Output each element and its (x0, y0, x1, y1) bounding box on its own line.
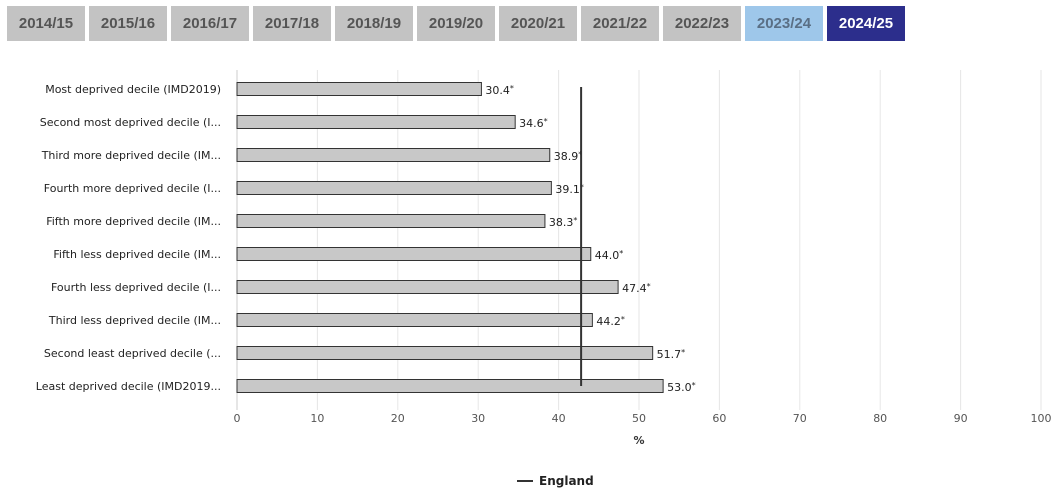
england-legend-line-icon (517, 480, 533, 482)
significance-marker: * (544, 117, 548, 126)
tab-2017-18[interactable]: 2017/18 (253, 6, 331, 41)
value-number: 53.0 (667, 381, 692, 394)
value-label: 53.0* (667, 381, 696, 394)
value-label: 44.2* (596, 315, 625, 328)
tab-2018-19[interactable]: 2018/19 (335, 6, 413, 41)
value-label: 38.3* (549, 216, 578, 229)
significance-marker: * (573, 216, 577, 225)
category-label: Most deprived decile (IMD2019) (45, 83, 221, 96)
x-tick-label: 0 (234, 412, 241, 425)
category-label: Fifth less deprived decile (IM... (53, 248, 221, 261)
value-number: 51.7 (657, 348, 682, 361)
value-label: 38.9* (554, 150, 583, 163)
value-number: 44.0 (595, 249, 620, 262)
value-label: 30.4* (485, 84, 514, 97)
bar[interactable] (236, 346, 654, 360)
tab-2020-21[interactable]: 2020/21 (499, 6, 577, 41)
x-tick-label: 90 (954, 412, 968, 425)
category-label: Fourth more deprived decile (I... (44, 182, 221, 195)
value-number: 34.6 (519, 117, 544, 130)
x-tick-label: 10 (310, 412, 324, 425)
significance-marker: * (619, 249, 623, 258)
x-tick-label: 30 (471, 412, 485, 425)
x-tick-label: 20 (391, 412, 405, 425)
bar[interactable] (236, 247, 592, 261)
value-number: 39.1 (555, 183, 580, 196)
legend-label-england: England (539, 474, 594, 488)
value-label: 44.0* (595, 249, 624, 262)
value-number: 38.3 (549, 216, 574, 229)
bar[interactable] (236, 313, 593, 327)
significance-marker: * (647, 282, 651, 291)
tab-2024-25[interactable]: 2024/25 (827, 6, 905, 41)
tab-2022-23[interactable]: 2022/23 (663, 6, 741, 41)
chart-legend[interactable]: England (517, 474, 594, 488)
bar[interactable] (236, 280, 619, 294)
value-number: 44.2 (596, 315, 621, 328)
significance-marker: * (621, 315, 625, 324)
x-tick-label: 60 (712, 412, 726, 425)
tab-2019-20[interactable]: 2019/20 (417, 6, 495, 41)
value-number: 47.4 (622, 282, 647, 295)
x-tick-label: 70 (793, 412, 807, 425)
category-label: Third more deprived decile (IM... (41, 149, 221, 162)
value-label: 47.4* (622, 282, 651, 295)
significance-marker: * (692, 381, 696, 390)
year-tabs: 2014/15 2015/16 2016/17 2017/18 2018/19 2019/… (7, 6, 909, 41)
value-number: 38.9 (554, 150, 579, 163)
bar[interactable] (236, 82, 482, 96)
bar[interactable] (236, 148, 551, 162)
x-tick-label: 80 (873, 412, 887, 425)
category-label: Fourth less deprived decile (I... (51, 281, 221, 294)
tab-2016-17[interactable]: 2016/17 (171, 6, 249, 41)
x-tick-label: 40 (552, 412, 566, 425)
x-tick-label: 50 (632, 412, 646, 425)
significance-marker: * (681, 348, 685, 357)
category-label: Third less deprived decile (IM... (48, 314, 221, 327)
bar[interactable] (236, 214, 546, 228)
tab-2014-15[interactable]: 2014/15 (7, 6, 85, 41)
bar[interactable] (236, 379, 664, 393)
significance-marker: * (510, 84, 514, 93)
bar[interactable] (236, 115, 516, 129)
value-label: 51.7* (657, 348, 686, 361)
tab-2015-16[interactable]: 2015/16 (89, 6, 167, 41)
category-label: Fifth more deprived decile (IM... (46, 215, 221, 228)
category-label: Second least deprived decile (... (44, 347, 221, 360)
value-number: 30.4 (485, 84, 510, 97)
value-label: 34.6* (519, 117, 548, 130)
bar[interactable] (236, 181, 552, 195)
category-label: Second most deprived decile (I... (40, 116, 221, 129)
x-tick-label: 100 (1031, 412, 1052, 425)
tab-2021-22[interactable]: 2021/22 (581, 6, 659, 41)
category-label: Least deprived decile (IMD2019... (36, 380, 221, 393)
tab-2023-24[interactable]: 2023/24 (745, 6, 823, 41)
value-label: 39.1* (555, 183, 584, 196)
x-axis-title: % (633, 434, 644, 447)
